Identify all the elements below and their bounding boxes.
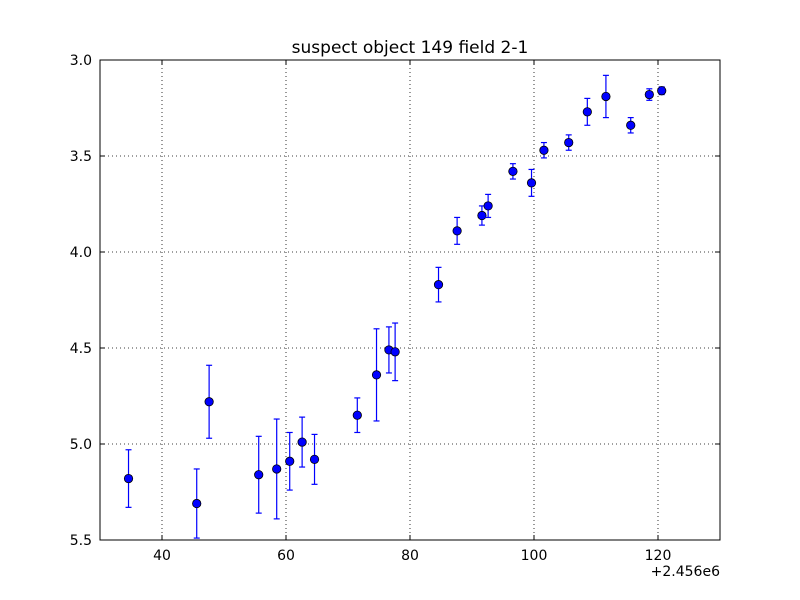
x-tick-label: 40 — [153, 548, 171, 564]
data-point — [272, 464, 282, 474]
data-point — [192, 498, 202, 509]
data-point — [285, 456, 295, 466]
data-point — [626, 120, 636, 130]
data-point — [309, 454, 320, 464]
data-point — [452, 226, 462, 236]
data-point — [657, 86, 667, 96]
data-point — [204, 397, 214, 407]
y-tick-label: 3.5 — [70, 149, 92, 165]
data-point — [601, 91, 611, 102]
data-point — [582, 107, 592, 117]
data-layer — [123, 74, 667, 539]
data-point — [433, 280, 444, 290]
x-tick-label: 120 — [645, 548, 672, 564]
y-tick-label: 5.5 — [70, 533, 92, 549]
y-tick-label: 3.0 — [70, 53, 92, 69]
data-point — [539, 145, 549, 155]
axes-layer: 40 60 80 100 120 3.0 3.5 4.0 4.5 5.0 5.5 — [70, 53, 721, 564]
data-point — [371, 370, 382, 380]
y-tick-label: 4.5 — [70, 341, 92, 357]
data-point — [352, 410, 362, 420]
y-tick-label: 4.0 — [70, 245, 92, 261]
x-tick-label: 80 — [401, 548, 419, 564]
data-point — [254, 470, 264, 480]
x-tick-label: 100 — [521, 548, 548, 564]
data-point — [526, 178, 537, 188]
data-point — [477, 210, 487, 221]
data-point — [564, 137, 574, 148]
data-point — [508, 166, 518, 176]
data-point — [297, 437, 307, 447]
x-offset-label: +2.456e6 — [651, 564, 720, 580]
grid-layer — [100, 59, 720, 541]
x-tick-label: 60 — [277, 548, 295, 564]
chart-title: suspect object 149 field 2-1 — [292, 38, 529, 58]
data-point — [390, 347, 400, 357]
y-tick-label: 5.0 — [70, 437, 92, 453]
data-point — [483, 201, 493, 211]
data-point — [123, 473, 134, 484]
data-point — [644, 89, 654, 100]
